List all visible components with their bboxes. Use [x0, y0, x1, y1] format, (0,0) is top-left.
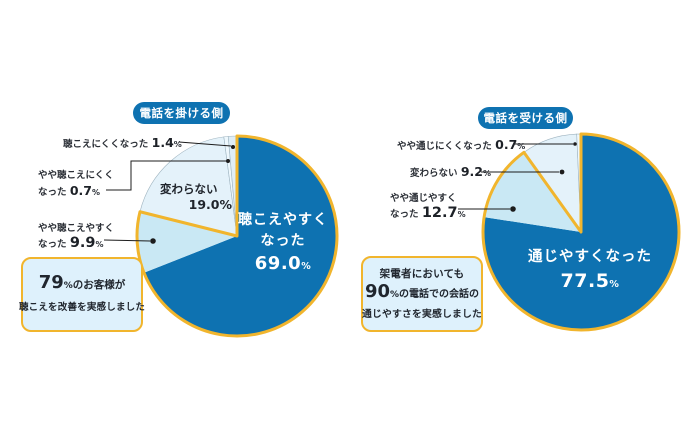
badge-receiving-side: 電話を受ける側	[478, 107, 573, 129]
pie-receiving-side	[481, 132, 681, 332]
leader-lines-right	[458, 142, 577, 212]
pie-slice	[137, 211, 237, 273]
label-value: 12.7	[421, 205, 458, 221]
callout-line2: 90%の電話での会話の	[364, 280, 480, 303]
leader-line	[178, 141, 232, 147]
percent-sign: %	[482, 169, 491, 178]
leader-dot	[150, 238, 156, 244]
label-value: 9.9	[69, 235, 96, 251]
label-value: 0.7	[495, 137, 518, 152]
label-slightly-harder-to-hear: やや聴こえにくく なった 0.7%	[38, 168, 114, 200]
label-no-change: 変わらない 19.0%	[160, 182, 232, 212]
pie-slice	[144, 136, 337, 337]
label-slightly-easier-to-communicate: やや通じやすく なった 12.7%	[390, 191, 466, 222]
pie-emphasis-outline	[135, 134, 339, 338]
callout-big-number: 90	[364, 280, 391, 302]
leader-dot	[510, 206, 516, 212]
percent-sign: %	[517, 142, 526, 151]
leader-dot	[231, 145, 235, 149]
leader-lines-left	[103, 141, 235, 244]
label-text: なった	[38, 187, 67, 198]
callout-line1: 架電者においても	[379, 267, 465, 280]
label-text: なった	[260, 233, 306, 249]
percent-sign: %	[63, 280, 73, 291]
label-value: 9.2	[460, 164, 483, 179]
label-text: 通じやすくなった	[528, 249, 652, 265]
label-easier-to-hear: 聴こえやすく なった 69.0%	[213, 210, 353, 278]
pie-emphasis-outline	[481, 132, 681, 332]
callout-receiving-side: 架電者においても 90%の電話での会話の 通じやすさを実感しました	[361, 256, 483, 332]
percent-sign: %	[609, 279, 620, 290]
percent-sign: %	[390, 289, 400, 300]
percent-sign: %	[91, 188, 100, 197]
callout-line1: 79%のお客様が	[38, 271, 126, 294]
leader-dot	[226, 159, 230, 163]
label-slightly-harder-to-communicate: やや通じにくくなった 0.7%	[397, 137, 525, 154]
callout-big-number: 79	[38, 271, 64, 293]
leader-dot	[573, 142, 577, 146]
callout-calling-side: 79%のお客様が 聴こえを改善を実感しました	[18, 257, 146, 332]
label-text: やや聴こえにくく	[38, 170, 114, 181]
label-easier-to-communicate: 通じやすくなった 77.5%	[505, 247, 675, 296]
label-text: 聴こえやすく	[238, 212, 328, 228]
percent-sign: %	[457, 210, 466, 219]
percent-sign: %	[301, 261, 312, 272]
label-text: なった	[390, 209, 419, 220]
label-value: 1.4	[151, 135, 174, 150]
percent-sign: %	[173, 140, 182, 149]
callout-text: の電話での会話の	[399, 288, 480, 300]
leader-line	[106, 160, 226, 191]
label-text: 変わらない	[160, 182, 218, 196]
label-no-change-right: 変わらない 9.2%	[410, 164, 491, 181]
badge-calling-side: 電話を掛ける側	[133, 102, 230, 124]
badge-label: 電話を受ける側	[483, 111, 568, 125]
callout-line2: 聴こえを改善を実感しました	[18, 301, 146, 313]
label-slightly-easier-to-hear: やや聴こえやすく なった 9.9%	[38, 221, 114, 252]
leader-dot	[559, 169, 565, 175]
percent-sign: %	[95, 240, 104, 249]
label-value: 0.7	[69, 183, 92, 198]
leader-line	[103, 239, 151, 242]
label-value: 77.5	[560, 270, 610, 292]
label-text: やや通じにくくなった	[397, 141, 492, 152]
label-text: 変わらない	[410, 168, 458, 179]
callout-line3: 通じやすさを実感しました	[362, 308, 482, 320]
label-text: やや聴こえやすく	[38, 223, 115, 234]
label-value: 69.0	[254, 253, 302, 274]
label-text: 聴こえにくくなった	[63, 139, 149, 150]
callout-text: のお客様が	[72, 278, 126, 291]
label-text: なった	[38, 239, 67, 250]
label-text: やや通じやすく	[390, 193, 457, 204]
badge-label: 電話を掛ける側	[139, 106, 224, 120]
label-harder-to-hear: 聴こえにくくなった 1.4%	[63, 135, 182, 152]
label-value: 19.0%	[188, 197, 232, 212]
